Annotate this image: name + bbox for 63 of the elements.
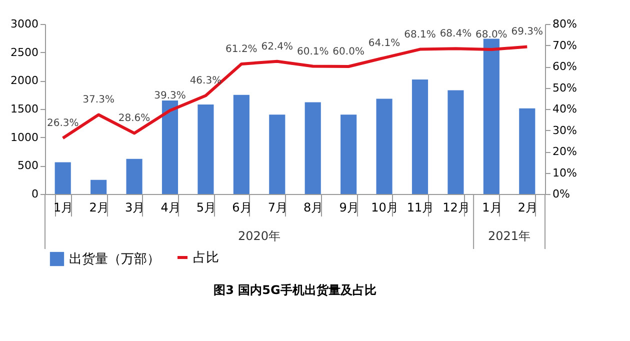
y2-tick-label: 70% [552, 38, 577, 52]
x-tick-label: 11月 [406, 200, 434, 214]
bar [519, 108, 536, 194]
data-label: 68.1% [404, 29, 436, 40]
x-tick-label: 1月 [482, 200, 502, 214]
x-tick-label: 8月 [304, 200, 324, 214]
bar [198, 104, 214, 194]
y2-tick-label: 60% [552, 60, 577, 73]
y2-tick-label: 80% [552, 18, 577, 30]
x-tick-label: 9月 [339, 200, 359, 214]
bar [269, 114, 286, 194]
data-label: 68.4% [440, 28, 472, 40]
x-tick-label: 1月 [54, 200, 74, 214]
text: 2021年 [488, 229, 531, 243]
bar [90, 180, 107, 194]
y-tick-label: 500 [18, 159, 38, 172]
y-tick-label: 3000 [10, 18, 38, 30]
y-tick-label: 2000 [10, 74, 38, 88]
x-tick-label: 12月 [442, 200, 470, 214]
y2-tick-label: 20% [552, 145, 577, 158]
data-label: 39.3% [154, 90, 186, 102]
data-label: 69.3% [511, 26, 544, 38]
data-label: 60.0% [332, 46, 364, 58]
x-tick-label: 6月 [232, 200, 252, 214]
x-tick-label: 2月 [518, 200, 538, 214]
bar [483, 38, 500, 194]
x-tick-label: 4月 [160, 200, 180, 214]
bar [412, 80, 428, 194]
bar [54, 162, 71, 194]
data-label: 26.3% [46, 118, 79, 130]
y2-tick-label: 40% [552, 102, 577, 116]
y-tick-label: 1000 [10, 130, 38, 144]
data-label: 68.0% [476, 30, 508, 40]
x-tick-label: 2月 [89, 200, 109, 214]
bar [126, 158, 142, 194]
x-tick-label: 7月 [268, 200, 288, 214]
data-label: 37.3% [82, 94, 114, 106]
text: 2020年 [238, 229, 281, 243]
data-label: 46.3% [190, 76, 222, 87]
legend-label: 出货量（万部） [69, 252, 160, 267]
data-label: 60.1% [296, 46, 329, 58]
x-tick-label: 10月 [371, 200, 398, 214]
text: 图3 国内5G手机出货量及占比 [214, 283, 376, 297]
y2-tick-label: 30% [552, 124, 577, 137]
x-tick-label: 3月 [124, 200, 145, 214]
y2-tick-label: 50% [552, 81, 577, 94]
y-tick-label: 1500 [10, 102, 38, 116]
data-label: 28.6% [118, 113, 150, 124]
data-label: 62.4% [261, 41, 294, 52]
data-label: 64.1% [368, 38, 400, 49]
legend-label: 占比 [193, 250, 219, 266]
bar [304, 102, 321, 194]
bar [340, 114, 357, 194]
y-tick-label: 0 [32, 188, 38, 200]
y2-tick-label: 0% [552, 188, 570, 200]
x-tick-label: 5月 [196, 200, 216, 214]
bar [448, 90, 464, 194]
y2-tick-label: 10% [552, 166, 577, 180]
bar [233, 94, 250, 194]
bar [162, 100, 178, 194]
bar [376, 98, 392, 194]
data-label: 61.2% [226, 44, 258, 55]
y-tick-label: 2500 [10, 46, 38, 59]
